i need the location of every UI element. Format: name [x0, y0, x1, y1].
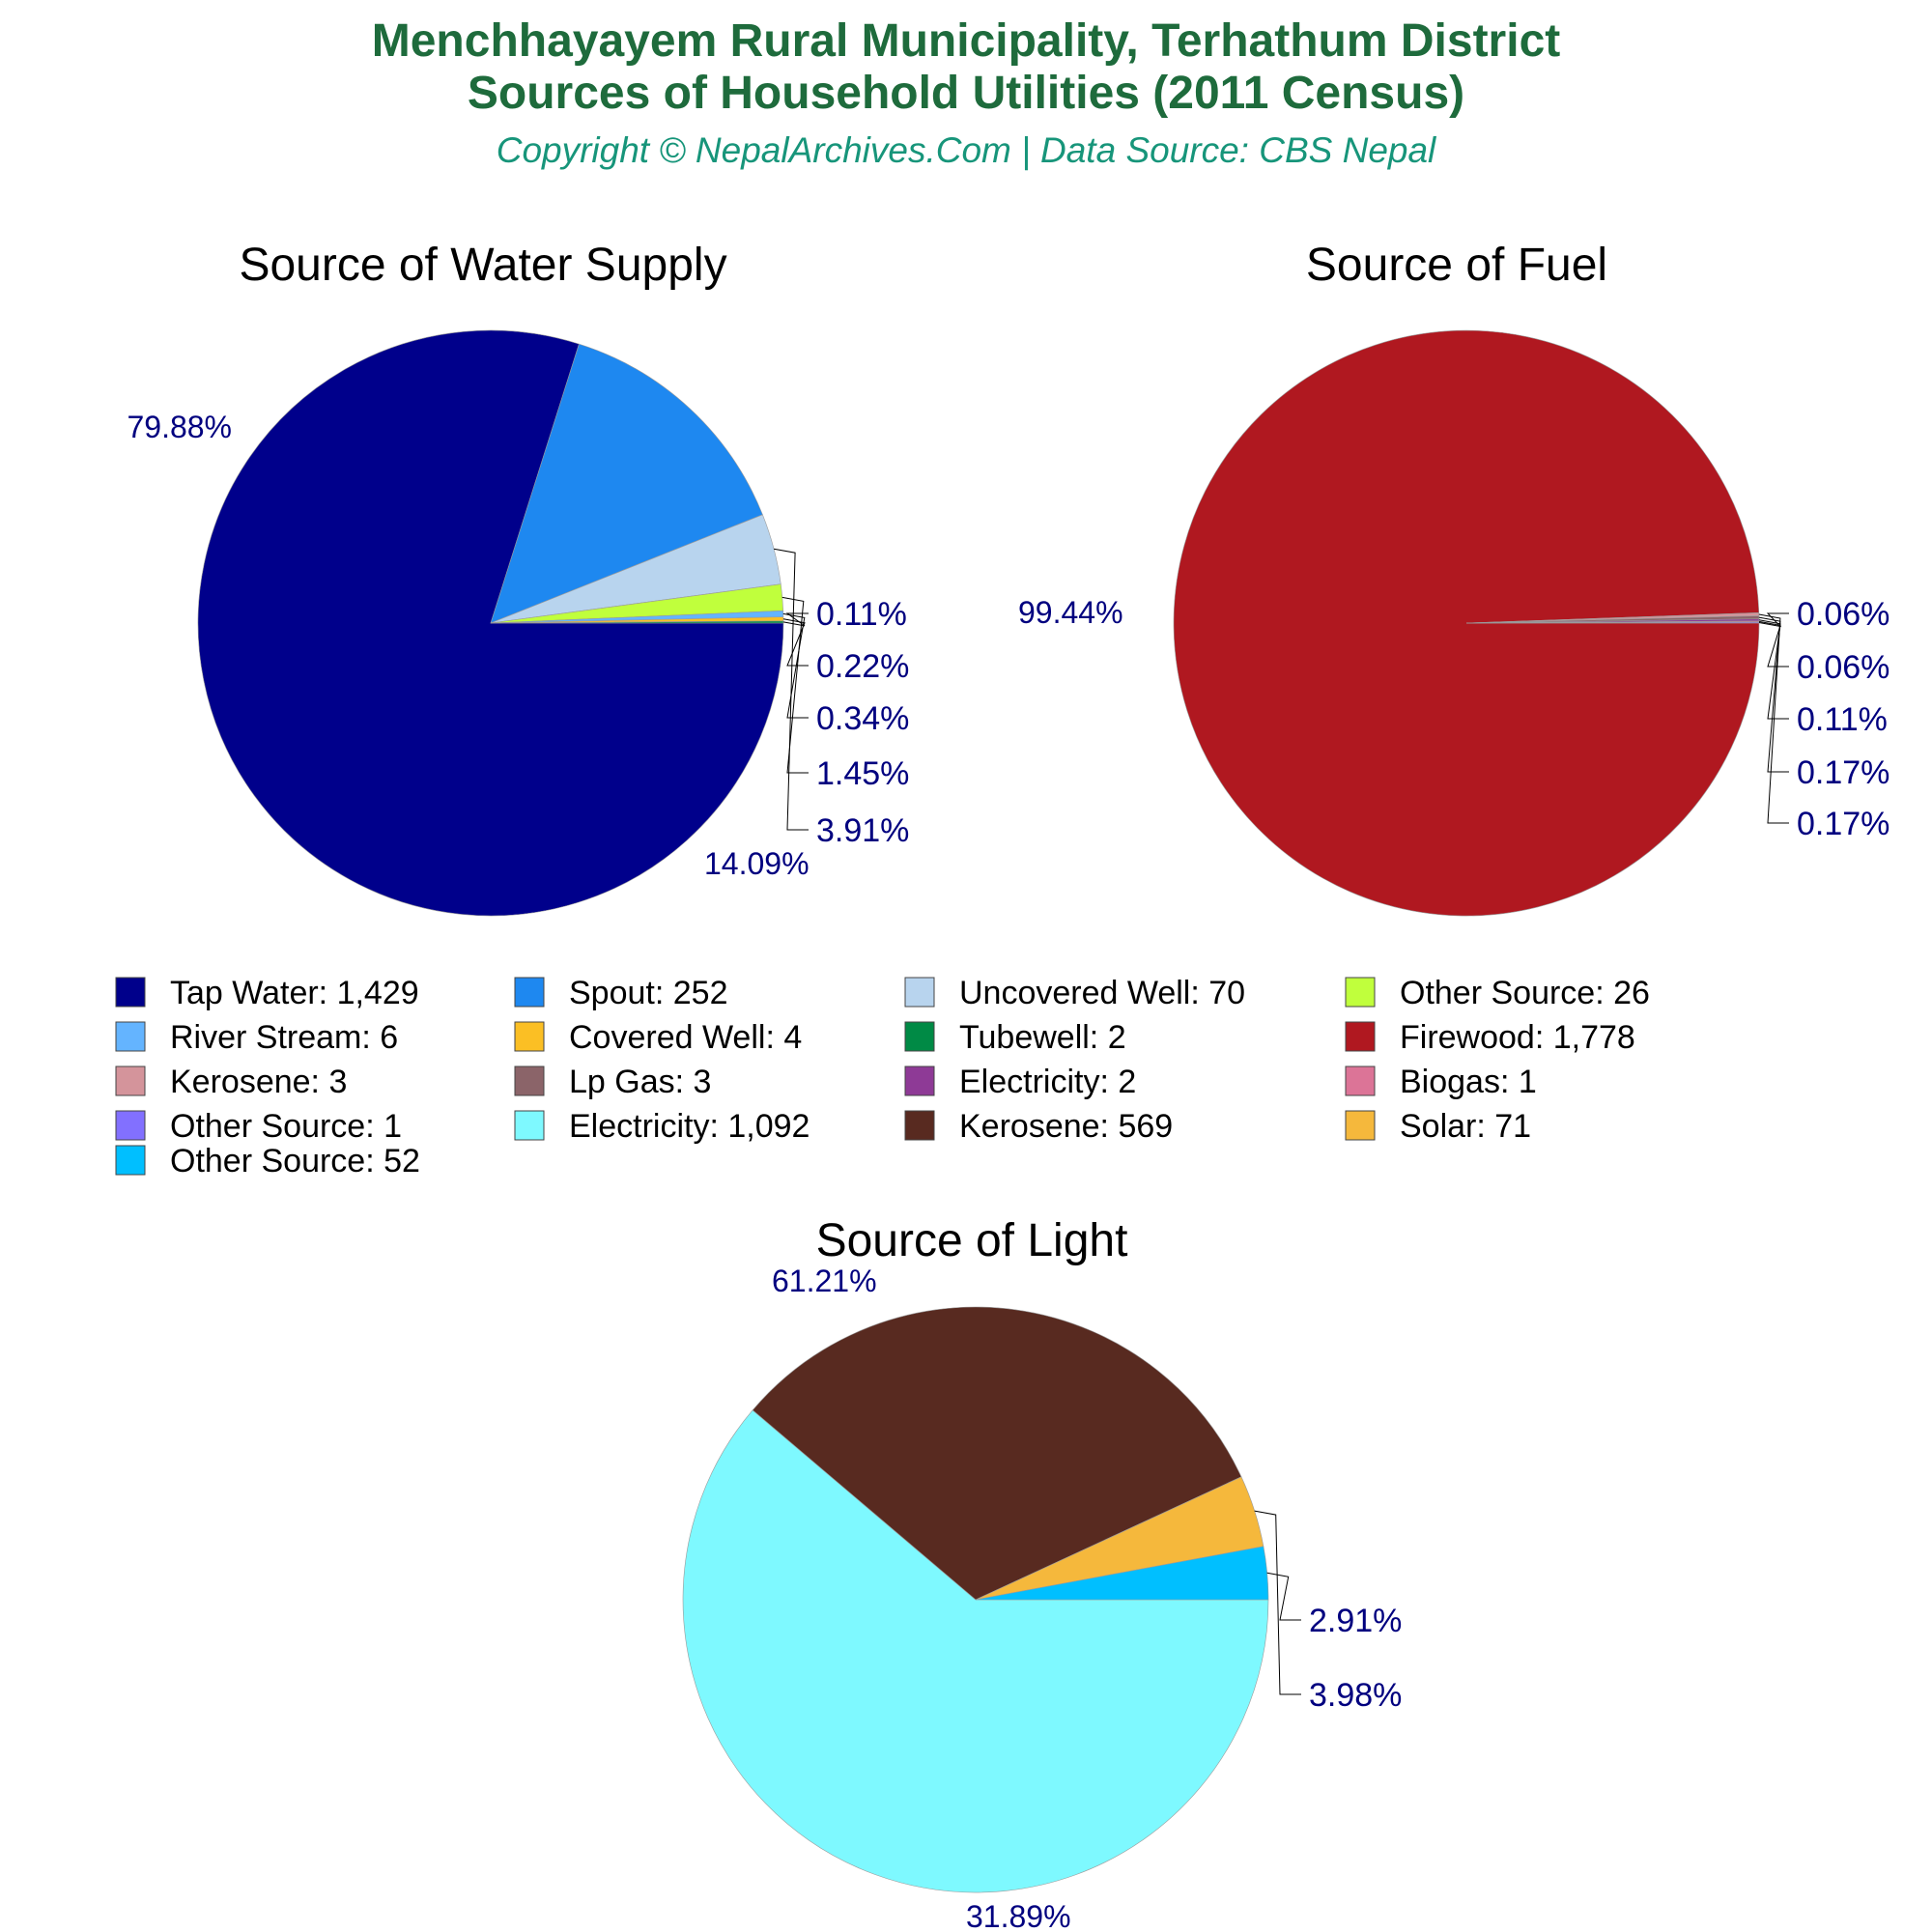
legend-swatch-electricity-1-092: [514, 1110, 545, 1141]
legend-label-electricity-1-092: Electricity: 1,092: [569, 1108, 810, 1145]
light-percent-label-solar: 3.98%: [1309, 1677, 1402, 1714]
legend-label-kerosene-3: Kerosene: 3: [170, 1064, 347, 1100]
water-slice-spout: [490, 343, 763, 624]
figure-title-line2: Sources of Household Utilities (2011 Cen…: [468, 68, 1464, 119]
fuel-leader-kerosene: [1758, 613, 1789, 824]
legend-swatch-solar-71: [1345, 1110, 1376, 1141]
legend-swatch-spout-252: [514, 977, 545, 1008]
fuel-leader-lp-gas: [1758, 616, 1789, 773]
water-leader-uncovered-well: [774, 548, 809, 831]
legend-swatch-other-source-1: [115, 1110, 146, 1141]
fuel-percent-label-firewood: 99.44%: [1018, 595, 1123, 630]
fuel-percent-label-lp-gas: 0.17%: [1797, 754, 1889, 791]
water-leader-other-source: [781, 596, 809, 774]
legend: Tap Water: 1,429 Spout: 252 Uncovered Well…: [115, 975, 1650, 1179]
legend-label-biogas-1: Biogas: 1: [1400, 1064, 1537, 1100]
legend-swatch-other-source-26: [1345, 977, 1376, 1008]
legend-swatch-biogas-1: [1345, 1065, 1376, 1096]
fuel-pie: 99.44% 0.17% 0.17% 0.11% 0.06% 0.06%: [1018, 329, 1889, 917]
figure-subtitle: Copyright © NepalArchives.Com | Data Sou…: [497, 130, 1437, 170]
water-chart-title: Source of Water Supply: [239, 240, 726, 291]
water-percent-label-spout: 14.09%: [704, 846, 810, 881]
legend-label-tap-water-1-429: Tap Water: 1,429: [170, 975, 419, 1011]
water-percent-label-uncovered-well: 3.91%: [816, 812, 909, 849]
legend-label-other-source-52: Other Source: 52: [170, 1143, 420, 1179]
light-leader-solar: [1254, 1510, 1301, 1695]
legend-label-uncovered-well-70: Uncovered Well: 70: [959, 975, 1245, 1011]
fuel-percent-label-other-source: 0.06%: [1797, 596, 1889, 633]
legend-label-other-source-26: Other Source: 26: [1400, 975, 1650, 1011]
water-percent-label-tubewell: 0.11%: [816, 596, 907, 633]
fuel-chart-title: Source of Fuel: [1306, 240, 1607, 291]
figure-title-line1: Menchhayayem Rural Municipality, Terhath…: [372, 15, 1561, 67]
light-percent-label-electricity: 61.21%: [772, 1264, 877, 1298]
legend-swatch-covered-well-4: [514, 1021, 545, 1052]
light-percent-label-kerosene: 31.89%: [966, 1899, 1071, 1932]
legend-swatch-kerosene-3: [115, 1065, 146, 1096]
legend-swatch-other-source-52: [115, 1145, 146, 1176]
water-leader-tubewell: [782, 612, 809, 627]
water-percent-label-tap-water: 79.88%: [127, 410, 232, 444]
legend-label-kerosene-569: Kerosene: 569: [959, 1108, 1173, 1145]
fuel-percent-label-biogas: 0.06%: [1797, 649, 1889, 686]
legend-label-lp-gas-3: Lp Gas: 3: [569, 1064, 711, 1100]
water-percent-label-covered-well: 0.22%: [816, 648, 909, 685]
legend-label-firewood-1-778: Firewood: 1,778: [1400, 1019, 1635, 1056]
legend-swatch-tap-water-1-429: [115, 977, 146, 1008]
legend-swatch-river-stream-6: [115, 1021, 146, 1052]
legend-swatch-electricity-2: [904, 1065, 935, 1096]
legend-swatch-firewood-1-778: [1345, 1021, 1376, 1052]
legend-label-river-stream-6: River Stream: 6: [170, 1019, 398, 1056]
light-percent-label-other-source: 2.91%: [1309, 1603, 1402, 1639]
legend-label-solar-71: Solar: 71: [1400, 1108, 1531, 1145]
legend-label-spout-252: Spout: 252: [569, 975, 727, 1011]
light-leader-other-source: [1266, 1572, 1301, 1621]
water-percent-label-river-stream: 0.34%: [816, 700, 909, 737]
water-supply-pie: 79.88% 14.09%3.91% 1.45% 0.34% 0.22% 0.11%: [127, 329, 909, 917]
light-slice-electricity: [682, 1409, 1269, 1893]
water-percent-label-other-source: 1.45%: [816, 755, 909, 792]
fuel-leader-other-source: [1758, 612, 1789, 628]
light-pie: 61.21% 31.89% 3.98% 2.91%: [682, 1264, 1402, 1932]
legend-swatch-kerosene-569: [904, 1110, 935, 1141]
legend-label-electricity-2: Electricity: 2: [959, 1064, 1136, 1100]
water-leader-covered-well: [782, 618, 809, 667]
legend-swatch-uncovered-well-70: [904, 977, 935, 1008]
light-chart-title: Source of Light: [816, 1215, 1128, 1266]
water-leader-river-stream: [782, 612, 809, 719]
legend-label-covered-well-4: Covered Well: 4: [569, 1019, 802, 1056]
fuel-leader-electricity: [1758, 619, 1789, 720]
fuel-percent-label-kerosene: 0.17%: [1797, 806, 1889, 842]
legend-label-tubewell-2: Tubewell: 2: [959, 1019, 1126, 1056]
fuel-leader-biogas: [1758, 620, 1789, 668]
light-slice-kerosene: [752, 1306, 1242, 1601]
legend-swatch-tubewell-2: [904, 1021, 935, 1052]
legend-swatch-lp-gas-3: [514, 1065, 545, 1096]
fuel-percent-label-electricity: 0.11%: [1797, 701, 1888, 738]
legend-label-other-source-1: Other Source: 1: [170, 1108, 402, 1145]
